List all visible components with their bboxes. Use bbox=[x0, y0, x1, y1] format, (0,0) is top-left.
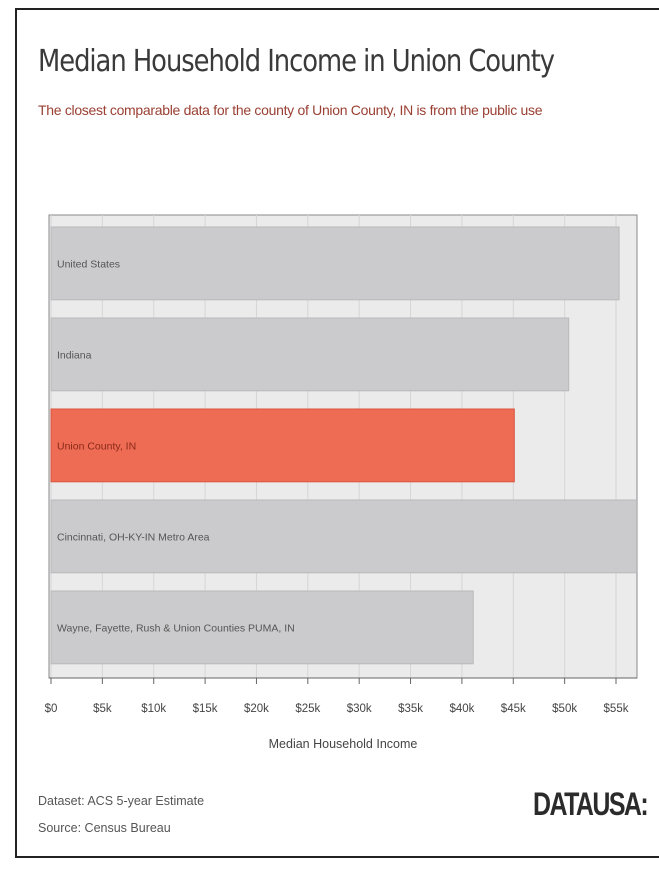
bar-label: Wayne, Fayette, Rush & Union Counties PU… bbox=[57, 622, 295, 634]
bar-label: Cincinnati, OH-KY-IN Metro Area bbox=[57, 531, 210, 543]
x-tick-label: $0 bbox=[45, 703, 58, 715]
chart-subtitle: The closest comparable data for the coun… bbox=[38, 102, 543, 118]
x-axis-label: Median Household Income bbox=[269, 737, 418, 751]
chart-frame bbox=[15, 8, 659, 858]
bar[interactable] bbox=[50, 226, 620, 301]
chart-title: Median Household Income in Union County bbox=[38, 44, 555, 79]
bar[interactable] bbox=[50, 590, 474, 665]
x-tick-label: $50k bbox=[552, 703, 577, 715]
bar[interactable] bbox=[50, 408, 515, 483]
bar[interactable] bbox=[50, 499, 638, 574]
x-tick-label: $10k bbox=[141, 703, 166, 715]
x-tick-label: $25k bbox=[295, 703, 320, 715]
datausa-logo[interactable]: DATAUSA: bbox=[533, 786, 649, 822]
x-tick-label: $30k bbox=[347, 703, 372, 715]
bar[interactable] bbox=[50, 317, 570, 392]
bar-label: Indiana bbox=[57, 349, 92, 361]
dataset-note: Dataset: ACS 5-year Estimate bbox=[38, 794, 205, 808]
x-tick-label: $5k bbox=[93, 703, 112, 715]
bar-label: United States bbox=[57, 258, 120, 270]
x-tick-label: $35k bbox=[398, 703, 423, 715]
source-note: Source: Census Bureau bbox=[38, 821, 171, 835]
x-tick-label: $55k bbox=[604, 703, 629, 715]
x-tick-label: $40k bbox=[449, 703, 474, 715]
x-tick-label: $20k bbox=[244, 703, 269, 715]
x-tick-label: $45k bbox=[501, 703, 526, 715]
bar-label: Union County, IN bbox=[57, 440, 136, 452]
x-tick-label: $15k bbox=[193, 703, 218, 715]
